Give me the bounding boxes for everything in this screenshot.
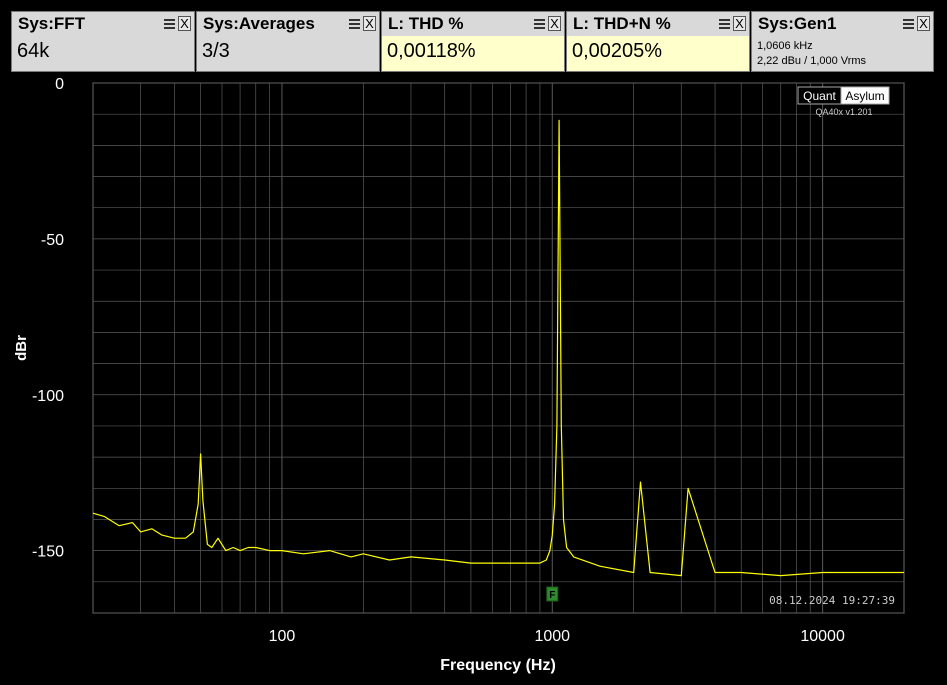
panel-body: 64k <box>12 36 194 71</box>
generator-panel[interactable]: Sys:Gen1 X 1,0606 kHz 2,22 dBu / 1,000 V… <box>751 11 934 72</box>
panel-title: Sys:Gen1 <box>758 14 837 33</box>
brand-text-1: Quant <box>803 89 836 103</box>
brand-text-2: Asylum <box>845 89 884 103</box>
timestamp: 08.12.2024 19:27:39 <box>769 594 895 607</box>
x-axis-label: Frequency (Hz) <box>440 657 556 674</box>
panel-title: L: THD % <box>388 14 464 33</box>
close-button[interactable]: X <box>363 16 376 31</box>
y-tick-label: 0 <box>55 76 64 93</box>
panel-header: L: THD % X <box>382 12 564 36</box>
panel-title: L: THD+N % <box>573 14 671 33</box>
menu-icon[interactable] <box>903 17 915 31</box>
panel-header: Sys:Averages X <box>197 12 379 36</box>
x-tick-label: 1000 <box>534 628 570 645</box>
x-tick-label: 100 <box>269 628 296 645</box>
averages-panel[interactable]: Sys:Averages X 3/3 <box>196 11 380 72</box>
frequency-marker[interactable]: F <box>546 586 559 602</box>
panel-title: Sys:Averages <box>203 14 315 33</box>
y-tick-label: -150 <box>32 544 64 561</box>
menu-icon[interactable] <box>534 17 546 31</box>
thd-panel[interactable]: L: THD % X 0,00118% <box>381 11 565 72</box>
thdn-panel[interactable]: L: THD+N % X 0,00205% <box>566 11 750 72</box>
grid-lines <box>92 82 905 614</box>
generator-frequency: 1,0606 kHz <box>757 40 813 52</box>
menu-icon[interactable] <box>719 17 731 31</box>
marker-box[interactable] <box>546 586 559 602</box>
panel-value: 0,00205% <box>572 40 663 62</box>
generator-level: 2,22 dBu / 1,000 Vrms <box>757 55 867 67</box>
panel-title: Sys:FFT <box>18 14 86 33</box>
panel-value: 64k <box>17 40 50 62</box>
close-button[interactable]: X <box>733 16 746 31</box>
brand-logo: Quant Asylum QA40x v1.201 <box>797 86 890 117</box>
spectrum-chart[interactable]: 0 -50 -100 -150 100 1000 10000 Quant Asylum QA… <box>0 74 947 685</box>
y-axis-label: dBr <box>13 335 30 361</box>
y-tick-label: -100 <box>32 388 64 405</box>
brand-box-right <box>840 86 890 105</box>
brand-version: QA40x v1.201 <box>815 107 872 117</box>
x-tick-label: 10000 <box>800 628 845 645</box>
close-button[interactable]: X <box>548 16 561 31</box>
plot-area <box>92 82 905 614</box>
close-button[interactable]: X <box>178 16 191 31</box>
panel-body: 1,0606 kHz 2,22 dBu / 1,000 Vrms <box>752 36 933 71</box>
panel-value: 0,00118% <box>387 40 476 62</box>
menu-icon[interactable] <box>164 17 176 31</box>
spectrum-trace <box>92 119 904 577</box>
menu-icon[interactable] <box>349 17 361 31</box>
panel-header: L: THD+N % X <box>567 12 749 36</box>
marker-label: F <box>549 590 555 601</box>
tick-labels: 0 -50 -100 -150 100 1000 10000 <box>32 76 845 645</box>
panel-body: 0,00118% <box>382 36 564 71</box>
panel-body: 0,00205% <box>567 36 749 71</box>
measurement-panels: Sys:FFT X 64k Sys:Averages X 3/3 L: THD … <box>0 0 947 74</box>
panel-header: Sys:Gen1 X <box>752 12 933 36</box>
close-button[interactable]: X <box>917 16 930 31</box>
panel-body: 3/3 <box>197 36 379 71</box>
fft-panel[interactable]: Sys:FFT X 64k <box>11 11 195 72</box>
y-tick-label: -50 <box>41 232 64 249</box>
panel-value: 3/3 <box>202 40 230 62</box>
panel-header: Sys:FFT X <box>12 12 194 36</box>
